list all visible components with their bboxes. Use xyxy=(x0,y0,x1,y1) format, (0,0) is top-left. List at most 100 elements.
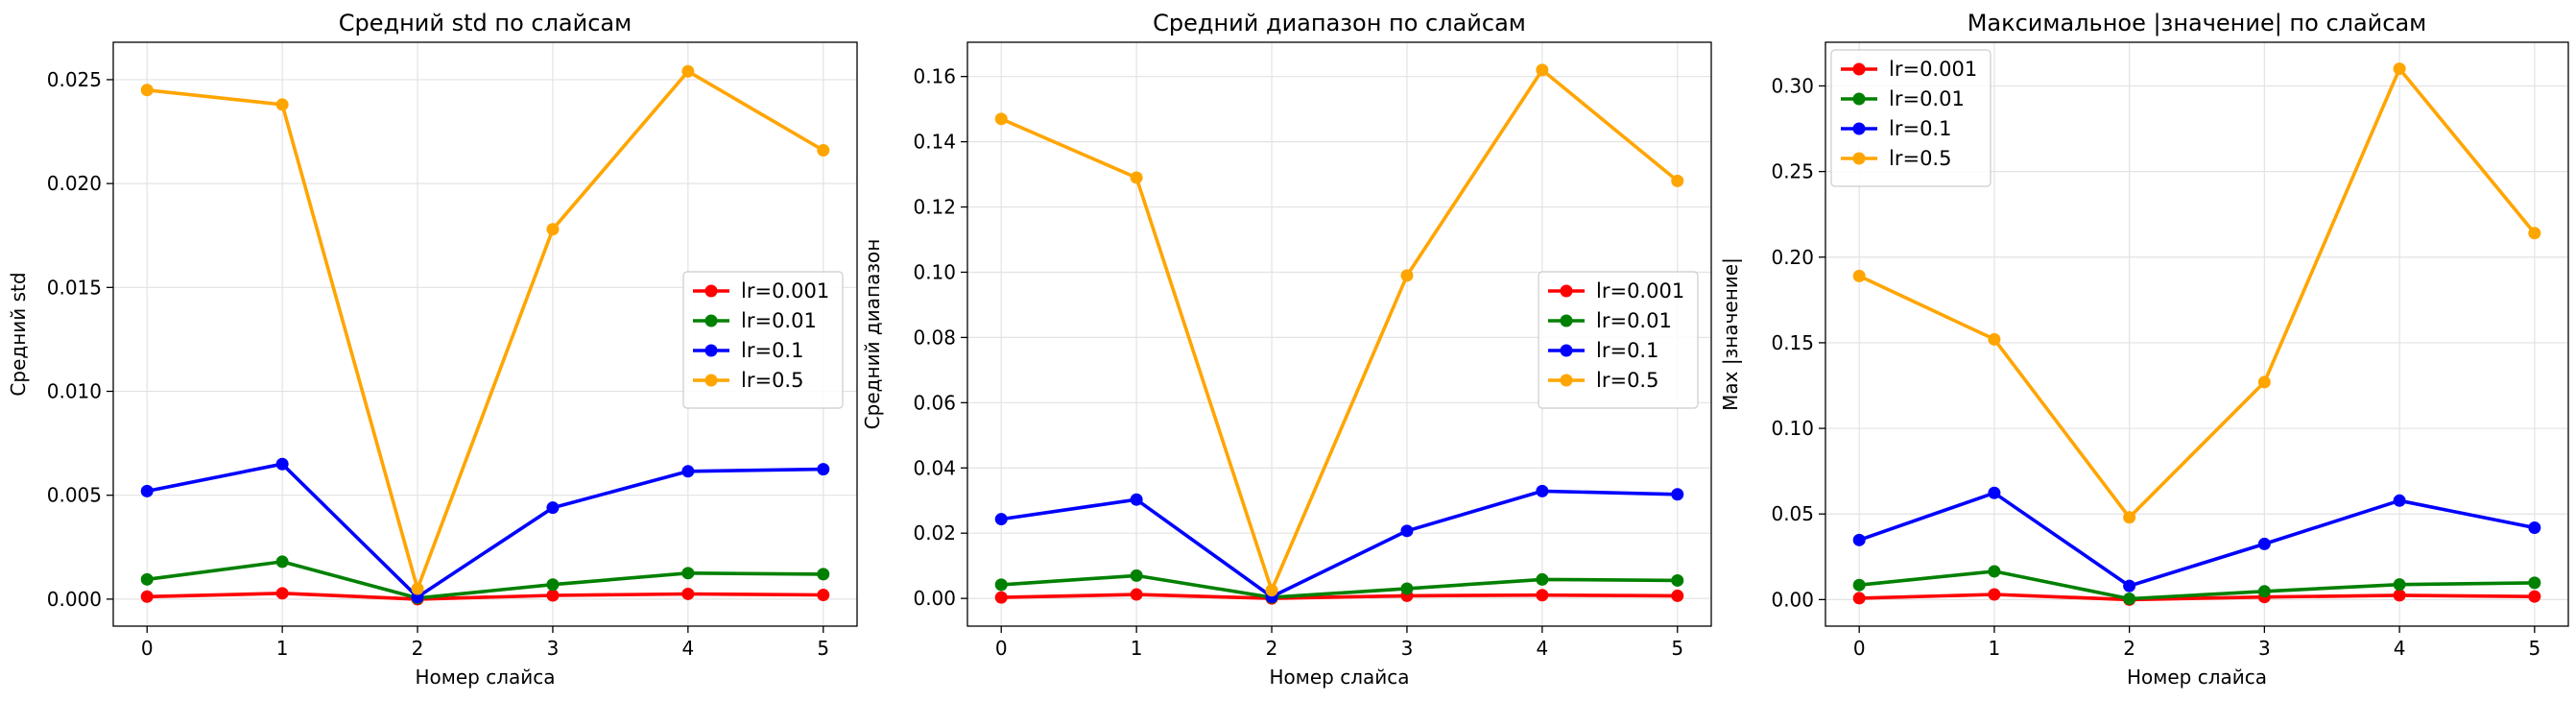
data-point xyxy=(1988,486,2001,499)
x-tick-label: 2 xyxy=(1266,637,1278,660)
y-tick-label: 0.30 xyxy=(1771,74,1814,97)
y-axis-label: Средний диапазон xyxy=(861,239,884,430)
data-point xyxy=(994,578,1008,592)
y-tick-label: 0.05 xyxy=(1771,502,1814,525)
data-point xyxy=(140,572,154,586)
data-point xyxy=(1852,269,1866,282)
data-point xyxy=(1130,493,1143,506)
y-tick-label: 0.10 xyxy=(1771,417,1814,440)
legend-label: lr=0.01 xyxy=(741,309,817,332)
data-point xyxy=(2257,585,2271,598)
y-tick-label: 0.20 xyxy=(1771,246,1814,269)
legend-label: lr=0.001 xyxy=(741,279,829,303)
data-point xyxy=(681,567,695,580)
series-line-lr=0.01 xyxy=(146,560,823,600)
x-axis-label: Номер слайса xyxy=(1269,666,1409,689)
chart-title: Максимальное |значение| по слайсам xyxy=(1968,10,2427,36)
y-tick-label: 0.14 xyxy=(913,131,956,154)
legend-box xyxy=(682,271,844,409)
legend-label: lr=0.5 xyxy=(1596,369,1658,392)
data-point xyxy=(681,465,695,478)
x-axis-label: Номер слайса xyxy=(415,666,555,689)
chart-panel-3: 0.00 0.05 0.10 0.15 0.20 0.25 0.30 0 1 2 3 4 5 Максим… xyxy=(1719,10,2569,689)
legend-label: lr=0.5 xyxy=(741,369,803,392)
data-point xyxy=(2393,578,2406,592)
series-line-lr=0.01 xyxy=(1001,573,1678,599)
legend-label: lr=0.01 xyxy=(1889,87,1965,110)
data-point xyxy=(817,589,830,602)
data-point xyxy=(1988,588,2001,601)
y-tick-label: 0.08 xyxy=(913,326,956,349)
data-point xyxy=(2528,590,2541,603)
legend-marker xyxy=(1560,374,1573,387)
data-point xyxy=(1671,589,1684,602)
data-point xyxy=(2123,579,2136,593)
data-point xyxy=(681,64,695,78)
data-point xyxy=(411,582,424,595)
y-tick-label: 0.16 xyxy=(913,65,956,88)
x-tick-label: 2 xyxy=(412,637,424,660)
data-point xyxy=(2528,520,2541,534)
y-tick-label: 0.00 xyxy=(913,587,956,610)
data-point xyxy=(1671,573,1684,587)
legend-marker xyxy=(1852,122,1866,135)
y-tick-label: 0.10 xyxy=(913,260,956,283)
legend-marker xyxy=(704,344,718,357)
data-point xyxy=(546,501,560,515)
axes-frame xyxy=(966,41,1712,627)
axes-frame xyxy=(1825,41,2569,627)
data-point xyxy=(2257,537,2271,550)
data-point xyxy=(1265,584,1278,597)
x-tick-label: 0 xyxy=(141,637,154,660)
data-point xyxy=(994,591,1008,604)
data-point xyxy=(1536,572,1549,586)
data-point xyxy=(1400,269,1414,282)
y-tick-label: 0.020 xyxy=(47,172,102,195)
axes-frame xyxy=(112,41,858,627)
legend: lr=0.001 lr=0.01 lr=0.1 lr=0.5 xyxy=(1538,271,1699,409)
data-point xyxy=(994,513,1008,526)
data-point xyxy=(2257,375,2271,389)
y-tick-label: 0.025 xyxy=(47,68,102,91)
data-point xyxy=(1852,533,1866,546)
series-line-lr=0.5 xyxy=(1000,68,1679,593)
legend-marker xyxy=(704,374,718,387)
data-point xyxy=(546,578,560,592)
legend-label: lr=0.01 xyxy=(1596,309,1672,332)
data-point xyxy=(1536,63,1549,77)
x-tick-label: 4 xyxy=(681,637,694,660)
data-point xyxy=(140,590,154,603)
data-point xyxy=(2123,511,2136,524)
data-point xyxy=(2393,62,2406,76)
x-tick-label: 1 xyxy=(276,637,289,660)
data-point xyxy=(1671,174,1684,187)
data-point xyxy=(1400,582,1414,595)
legend-label: lr=0.1 xyxy=(741,339,803,362)
y-tick-label: 0.005 xyxy=(47,484,102,507)
legend-label: lr=0.001 xyxy=(1596,279,1684,303)
legend-label: lr=0.5 xyxy=(1889,147,1951,170)
data-point xyxy=(1988,332,2001,346)
chart-title: Средний std по слайсам xyxy=(339,10,632,36)
y-tick-label: 0.06 xyxy=(913,391,956,414)
data-point xyxy=(275,555,289,569)
y-tick-label: 0.04 xyxy=(913,456,956,479)
legend-label: lr=0.1 xyxy=(1596,339,1658,362)
x-axis-label: Номер слайса xyxy=(2127,666,2267,689)
data-point xyxy=(1130,171,1143,184)
series-line-lr=0.001 xyxy=(147,591,823,601)
y-axis-label: Max |значение| xyxy=(1719,257,1742,411)
x-tick-label: 5 xyxy=(817,637,829,660)
data-point xyxy=(1130,569,1143,582)
data-point xyxy=(681,587,695,600)
data-point xyxy=(140,84,154,97)
data-point xyxy=(275,587,289,600)
y-tick-label: 0.00 xyxy=(1771,588,1814,611)
y-tick-label: 0.010 xyxy=(47,380,102,403)
data-point xyxy=(546,589,560,602)
data-point xyxy=(2528,576,2541,590)
data-point xyxy=(275,457,289,471)
y-tick-label: 0.015 xyxy=(47,276,102,299)
y-tick-label: 0.15 xyxy=(1771,331,1814,354)
